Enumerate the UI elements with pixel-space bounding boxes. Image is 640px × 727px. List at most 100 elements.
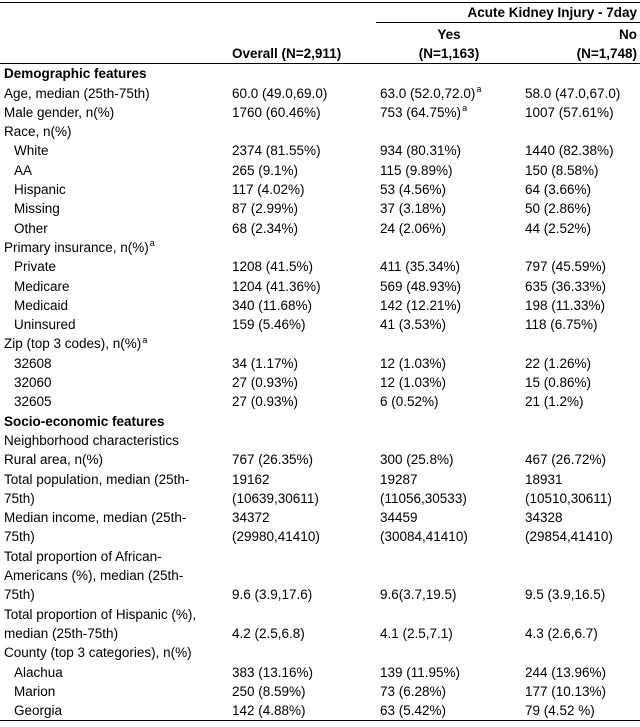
- label-text: Age, median (25th-75th): [4, 85, 150, 101]
- label-text-line: Americans (%), median (25th-: [4, 568, 184, 584]
- value-cell: 265 (9.1%): [228, 161, 376, 180]
- label-text: Private: [14, 259, 57, 275]
- value-cell: 4.3 (2.6,6.7): [521, 605, 640, 644]
- value-cell: [521, 122, 640, 141]
- value-cell: 64 (3.66%): [521, 180, 640, 199]
- cell-text: 79 (4.52 %): [525, 703, 595, 719]
- cell-text: 265 (9.1%): [232, 162, 299, 178]
- value-cell: 79 (4.52 %): [521, 701, 640, 721]
- cell-text-line: 34328: [525, 510, 563, 526]
- header-row: Acute Kidney Injury - 7day: [0, 2, 640, 24]
- cell-text: 73 (6.28%): [380, 683, 447, 699]
- label-text: Uninsured: [14, 317, 76, 333]
- table-body: Demographic features Age, median (25th-75…: [0, 64, 640, 721]
- superscript: a: [149, 238, 155, 249]
- value-cell: 24 (2.06%): [376, 219, 521, 238]
- value-cell: 411 (35.34%): [376, 257, 521, 276]
- value-cell: 34372 (29980,41410): [228, 508, 376, 547]
- cell-text: 467 (26.72%): [525, 452, 607, 468]
- superscript: a: [476, 84, 482, 95]
- value-cell: 1440 (82.38%): [521, 141, 640, 160]
- value-cell: 37 (3.18%): [376, 199, 521, 218]
- table-row: Private 1208 (41.5%) 411 (35.34%) 797 (45.5…: [0, 257, 640, 276]
- cell-text: 115 (9.89%): [380, 162, 453, 178]
- label-text: Medicare: [14, 278, 70, 294]
- cell-text: 117 (4.02%): [232, 182, 305, 198]
- cell-text: 1760 (60.46%): [232, 104, 321, 120]
- row-label: Race, n(%): [0, 122, 228, 141]
- cell-text: 244 (13.96%): [525, 664, 607, 680]
- value-cell: 50 (2.86%): [521, 199, 640, 218]
- row-label: 32605: [0, 392, 228, 411]
- row-label: Hispanic: [0, 180, 228, 199]
- superscript: a: [142, 334, 148, 345]
- value-cell: 60.0 (49.0,69.0): [228, 84, 376, 103]
- cell-text: 159 (5.46%): [232, 317, 306, 333]
- cell-text: 12 (1.03%): [380, 375, 447, 391]
- value-cell: 635 (36.33%): [521, 277, 640, 296]
- value-cell: [521, 334, 640, 353]
- row-label: County (top 3 categories), n(%): [0, 643, 228, 662]
- row-label: Georgia: [0, 701, 228, 721]
- value-cell: 117 (4.02%): [228, 180, 376, 199]
- overall-header: Overall (N=2,911): [228, 22, 376, 65]
- value-cell: 1208 (41.5%): [228, 257, 376, 276]
- value-cell: [376, 238, 521, 257]
- value-cell: 142 (4.88%): [228, 701, 376, 721]
- value-cell: [228, 122, 376, 141]
- table-row: Georgia 142 (4.88%) 63 (5.42%) 79 (4.52 %): [0, 701, 640, 721]
- cell-text: 340 (11.68%): [232, 297, 313, 313]
- row-label: Marion: [0, 682, 228, 701]
- header-line: (N=1,748): [576, 46, 638, 61]
- section-title: Socio-economic features: [4, 413, 165, 429]
- row-label: Uninsured: [0, 315, 228, 334]
- row-label: Total proportion of African- Americans (%…: [0, 547, 228, 605]
- value-cell: 1007 (57.61%): [521, 103, 640, 122]
- section-row: Demographic features: [0, 64, 640, 84]
- cell-text: 12 (1.03%): [380, 355, 447, 371]
- value-cell: 19287 (11056,30533): [376, 470, 521, 509]
- yes-header: Yes (N=1,163): [376, 22, 521, 65]
- group-header: Acute Kidney Injury - 7day: [376, 2, 640, 24]
- value-cell: 177 (10.13%): [521, 682, 640, 701]
- table-row: Male gender, n(%) 1760 (60.46%) 753 (64.75…: [0, 103, 640, 122]
- row-label: Neighborhood characteristics: [0, 431, 228, 450]
- cell-text: 139 (11.95%): [380, 664, 461, 680]
- cell-text: 411 (35.34%): [380, 259, 461, 275]
- header-line: No: [619, 26, 638, 42]
- value-cell: 569 (48.93%): [376, 277, 521, 296]
- cell-text: 64 (3.66%): [525, 182, 592, 198]
- cell-text: 4.3 (2.6,6.7): [525, 625, 598, 641]
- table-row: County (top 3 categories), n(%): [0, 643, 640, 662]
- cell-text: 569 (48.93%): [380, 278, 462, 294]
- value-cell: 340 (11.68%): [228, 296, 376, 315]
- table-row: 32605 27 (0.93%) 6 (0.52%) 21 (1.2%): [0, 392, 640, 411]
- value-cell: 68 (2.34%): [228, 219, 376, 238]
- cell-text: 300 (25.8%): [380, 452, 454, 468]
- label-text: Male gender, n(%): [4, 104, 115, 120]
- row-label: Male gender, n(%): [0, 103, 228, 122]
- row-label: Primary insurance, n(%)a: [0, 238, 228, 257]
- value-cell: [376, 431, 521, 450]
- section-row: Socio-economic features: [0, 412, 640, 431]
- cell-text: 21 (1.2%): [525, 394, 584, 410]
- table-row: Medicare 1204 (41.36%) 569 (48.93%) 635 (36…: [0, 277, 640, 296]
- value-cell: [228, 334, 376, 353]
- cell-text: 4.2 (2.5,6.8): [232, 625, 305, 641]
- cell-text: 68 (2.34%): [232, 220, 299, 236]
- cell-text: 9.5 (3.9,16.5): [525, 587, 606, 603]
- value-cell: [521, 238, 640, 257]
- value-cell: [376, 122, 521, 141]
- table-row: Primary insurance, n(%)a: [0, 238, 640, 257]
- row-label: Total proportion of Hispanic (%), median …: [0, 605, 228, 644]
- superscript: a: [462, 103, 468, 114]
- value-cell: 4.1 (2.5,7.1): [376, 605, 521, 644]
- value-cell: 34 (1.17%): [228, 354, 376, 373]
- cell-text-line: (29980,41410): [232, 529, 320, 545]
- row-label: Total population, median (25th- 75th): [0, 470, 228, 509]
- value-cell: 19162 (10639,30611): [228, 470, 376, 509]
- label-text: Missing: [14, 201, 60, 217]
- label-text: Primary insurance, n(%): [4, 239, 149, 255]
- value-cell: 300 (25.8%): [376, 450, 521, 469]
- value-cell: 1760 (60.46%): [228, 103, 376, 122]
